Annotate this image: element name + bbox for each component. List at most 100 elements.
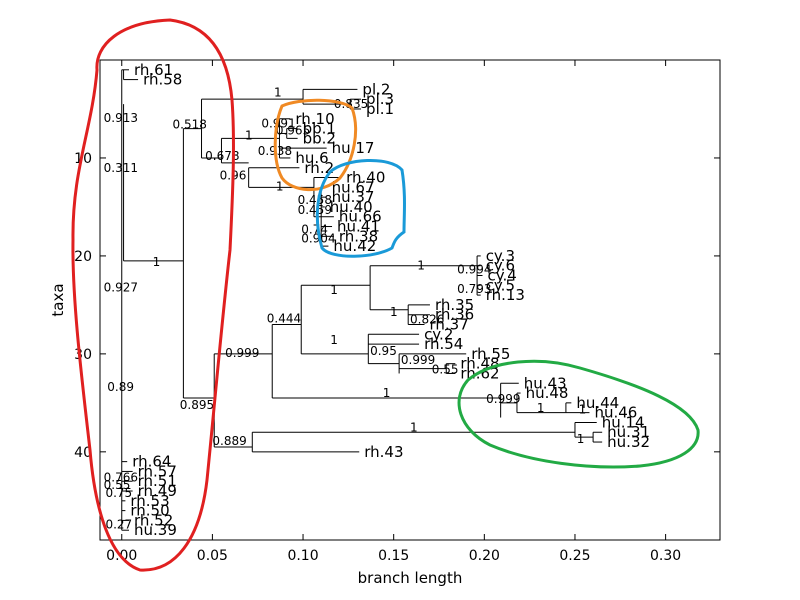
leaf-label: rh.52 bbox=[134, 511, 173, 529]
leaf-label: hu.39 bbox=[134, 521, 177, 539]
support-value-label: 0.999 bbox=[401, 353, 435, 367]
leaf-label: cy.6 bbox=[486, 257, 515, 275]
support-value-label: 0.999 bbox=[486, 392, 520, 406]
x-axis-ticks: 0.00 0.05 0.10 0.15 0.20 0.25 0.30 bbox=[106, 60, 681, 564]
leaf-label: hu.43 bbox=[524, 374, 567, 392]
support-value-label: 1 bbox=[577, 432, 585, 446]
support-value-label: 0.994 bbox=[457, 263, 491, 277]
tree-branches bbox=[121, 69, 603, 531]
support-value-label: 1 bbox=[390, 305, 398, 319]
leaf-label: rh.36 bbox=[435, 306, 474, 324]
leaf-label: hu.48 bbox=[526, 384, 569, 402]
support-value-label: 0.55 bbox=[104, 478, 131, 492]
leaf-label: bb.2 bbox=[303, 129, 336, 147]
leaf-label: rh.2 bbox=[304, 159, 334, 177]
leaf-label: cy.4 bbox=[488, 267, 517, 285]
leaf-label: hu.41 bbox=[337, 218, 380, 236]
support-value-label: 0.311 bbox=[104, 161, 138, 175]
leaf-label: rh.13 bbox=[486, 286, 525, 304]
support-value-label: 0.927 bbox=[104, 280, 138, 294]
leaf-label: pl.2 bbox=[362, 80, 390, 98]
y-axis-label: taxa bbox=[49, 283, 67, 316]
support-value-label: 0.793 bbox=[457, 282, 491, 296]
support-value-label: 0.678 bbox=[205, 149, 239, 163]
leaf-label: rh.55 bbox=[471, 345, 510, 363]
leaf-label: rh.61 bbox=[134, 61, 173, 79]
leaf-label: hu.67 bbox=[332, 178, 375, 196]
support-value-label: 0.458 bbox=[298, 193, 332, 207]
support-value-label: 1 bbox=[274, 85, 282, 99]
leaf-label: hu.14 bbox=[602, 413, 645, 431]
blue-annotation-loop bbox=[315, 159, 406, 258]
x-tick-label: 0.20 bbox=[469, 548, 500, 564]
x-axis-label: branch length bbox=[358, 569, 463, 587]
leaf-label: cy.5 bbox=[486, 276, 515, 294]
leaf-label: hu.31 bbox=[607, 423, 650, 441]
leaf-label: hu.66 bbox=[339, 208, 382, 226]
support-value-label: 0.518 bbox=[173, 118, 207, 132]
leaf-label: rh.37 bbox=[430, 315, 469, 333]
support-value-label: 0.889 bbox=[212, 434, 246, 448]
support-value-label: 1 bbox=[417, 259, 425, 273]
support-value-label: 0.835 bbox=[334, 97, 368, 111]
leaf-label: rh.54 bbox=[424, 335, 463, 353]
leaf-label: hu.32 bbox=[607, 433, 650, 451]
support-value-label: 1 bbox=[537, 401, 545, 415]
leaf-label: rh.38 bbox=[339, 227, 378, 245]
x-tick-label: 0.10 bbox=[287, 548, 318, 564]
support-value-label: 0.999 bbox=[225, 346, 259, 360]
support-value-label: 1 bbox=[153, 255, 161, 269]
support-value-labels: 0.913 0.311 0.927 0.89 0.518 1 0.835 0.678 1 0.99… bbox=[104, 85, 587, 531]
green-annotation-loop bbox=[457, 359, 700, 469]
leaf-label: cy.2 bbox=[424, 325, 453, 343]
orange-annotation-loop bbox=[273, 98, 358, 192]
support-value-label: 0.826 bbox=[410, 313, 444, 327]
leaf-label: rh.58 bbox=[143, 71, 182, 89]
support-value-label: 1 bbox=[330, 283, 338, 297]
leaf-label: rh.64 bbox=[132, 453, 171, 471]
support-value-label: 0.965 bbox=[276, 124, 310, 138]
support-value-label: 0.895 bbox=[180, 398, 214, 412]
leaf-label: cy.3 bbox=[486, 247, 515, 265]
support-value-label: 0.55 bbox=[432, 363, 459, 377]
leaf-label: hu.40 bbox=[330, 198, 373, 216]
leaf-labels: rh.61rh.58pl.2pl.3pl.1rh.10bb.1bb.2hu.17… bbox=[130, 61, 650, 539]
hand-drawn-annotations bbox=[71, 18, 700, 572]
support-value-label: 0.74 bbox=[301, 222, 328, 236]
x-tick-label: 0.25 bbox=[559, 548, 590, 564]
support-value-label: 0.991 bbox=[261, 117, 295, 131]
leaf-label: hu.44 bbox=[576, 394, 619, 412]
leaf-label: pl.1 bbox=[366, 100, 394, 118]
support-value-label: 1 bbox=[410, 420, 418, 434]
leaf-label: hu.6 bbox=[295, 149, 328, 167]
y-tick-label: 40 bbox=[74, 445, 92, 461]
support-value-label: 1 bbox=[245, 128, 253, 142]
x-tick-label: 0.30 bbox=[650, 548, 681, 564]
y-tick-label: 20 bbox=[74, 249, 92, 265]
y-tick-label: 30 bbox=[74, 347, 92, 363]
leaf-label: hu.37 bbox=[332, 188, 375, 206]
red-annotation-loop bbox=[71, 18, 235, 572]
leaf-label: rh.43 bbox=[364, 443, 403, 461]
support-value-label: 0.95 bbox=[370, 344, 397, 358]
leaf-label: rh.40 bbox=[346, 169, 385, 187]
leaf-label: rh.50 bbox=[130, 502, 169, 520]
support-value-label: 0.459 bbox=[298, 203, 332, 217]
leaf-label: hu.42 bbox=[333, 237, 376, 255]
leaf-label: rh.35 bbox=[435, 296, 474, 314]
x-tick-label: 0.05 bbox=[197, 548, 228, 564]
leaf-label: rh.53 bbox=[130, 492, 169, 510]
support-value-label: 1 bbox=[383, 386, 391, 400]
support-value-label: 0.89 bbox=[107, 380, 134, 394]
leaf-label: pl.3 bbox=[366, 90, 394, 108]
support-value-label: 1 bbox=[579, 403, 587, 417]
leaf-label: bb.1 bbox=[303, 120, 336, 138]
support-value-label: 0.75 bbox=[105, 486, 132, 500]
support-value-label: 0.913 bbox=[104, 111, 138, 125]
support-value-label: 0.27 bbox=[105, 517, 132, 531]
leaf-label: rh.49 bbox=[138, 482, 177, 500]
leaf-label: rh.10 bbox=[295, 110, 334, 128]
support-value-label: 0.444 bbox=[267, 312, 301, 326]
plot-frame bbox=[99, 59, 721, 541]
